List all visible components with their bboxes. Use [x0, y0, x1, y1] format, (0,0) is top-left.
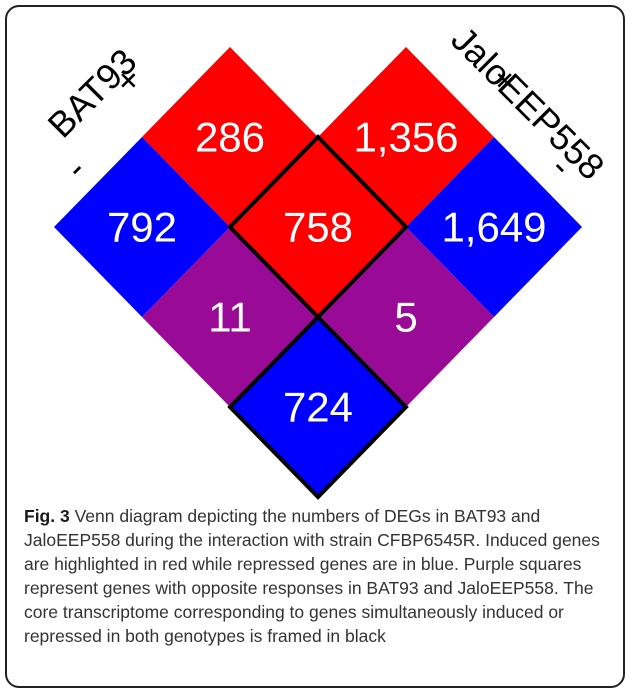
minus-label: - [56, 149, 93, 186]
caption-text: Venn diagram depicting the numbers of DE… [24, 506, 600, 646]
core-frame [227, 314, 409, 500]
cell-count: 5 [394, 294, 417, 341]
cell-count: 1,649 [441, 204, 546, 251]
cell-count: 286 [195, 114, 265, 161]
cell-count: 758 [283, 204, 353, 251]
cell-count: 11 [208, 294, 252, 341]
cell-count: 1,356 [353, 114, 458, 161]
figure-frame [5, 5, 625, 688]
caption: Fig. 3 Venn diagram depicting the number… [24, 504, 616, 648]
cell-count: 792 [107, 204, 177, 251]
caption-label: Fig. 3 [24, 506, 70, 526]
cell-count: 724 [283, 384, 353, 431]
